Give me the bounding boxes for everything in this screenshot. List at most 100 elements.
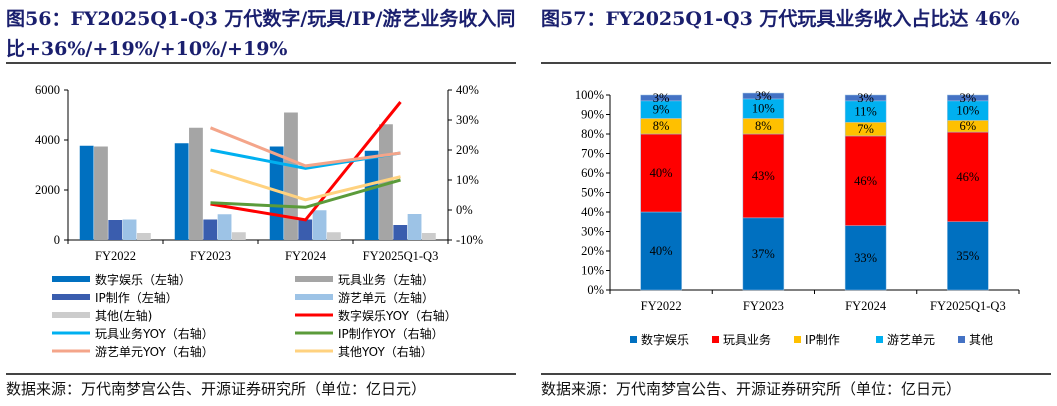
legend-label: 游艺单元 xyxy=(887,333,935,347)
legend-label: IP制作 xyxy=(805,333,840,347)
x-tick-label: FY2025Q1-Q3 xyxy=(363,249,439,263)
data-label: 8% xyxy=(755,119,772,133)
x-tick-label: FY2022 xyxy=(95,249,136,263)
data-label: 10% xyxy=(752,102,775,116)
bar-4 xyxy=(136,233,151,240)
legend-swatch xyxy=(958,336,965,343)
legend-label: 数字娱乐（左轴） xyxy=(95,272,191,287)
data-label: 33% xyxy=(854,251,877,265)
data-label: 3% xyxy=(755,89,772,103)
legend-label: 游艺单元（左轴） xyxy=(338,290,434,305)
y-tick-label: 60% xyxy=(581,166,604,180)
legend-swatch xyxy=(52,331,90,335)
divider xyxy=(541,62,1051,64)
right-chart-title: 图57：FY2025Q1-Q3 万代玩具业务收入占比达 46% xyxy=(541,8,1020,30)
stacked-bar-segment-0 xyxy=(947,221,989,291)
legend-label: 其他YOY（右轴） xyxy=(338,344,433,359)
bar-1 xyxy=(189,127,203,240)
bar-4 xyxy=(231,232,246,240)
divider xyxy=(541,373,1051,375)
legend-label: 数字娱乐YOY（右轴） xyxy=(338,308,457,323)
bar-3 xyxy=(217,214,232,240)
stacked-bar-segment-4 xyxy=(640,94,682,102)
legend-swatch xyxy=(712,336,719,343)
y-tick-label: 0% xyxy=(587,283,604,297)
data-label: 37% xyxy=(752,247,775,261)
data-label: 9% xyxy=(653,103,670,117)
right-source-note: 数据来源：万代南梦宫公告、开源证券研究所（单位：亿日元） xyxy=(541,380,962,398)
legend-swatch xyxy=(52,294,90,300)
bar-1 xyxy=(94,146,108,240)
bar-0 xyxy=(364,150,379,240)
y-tick-label: 40% xyxy=(581,205,604,219)
data-label: 10% xyxy=(956,104,979,118)
data-label: 40% xyxy=(650,244,673,258)
y2-tick-label: 40% xyxy=(456,83,479,97)
left-chart-title: 图56：FY2025Q1-Q3 万代数字/玩具/IP/游艺业务收入同比+36%/… xyxy=(6,8,516,60)
stacked-bar-segment-1 xyxy=(742,133,785,219)
y-tick-label: 100% xyxy=(575,88,604,102)
line-series-0 xyxy=(210,101,402,222)
y-tick-label: 4000 xyxy=(35,133,60,147)
data-label: 6% xyxy=(960,119,977,133)
bar-0 xyxy=(79,145,94,240)
divider xyxy=(6,62,516,64)
y2-tick-label: 10% xyxy=(456,173,479,187)
x-tick-label: FY2023 xyxy=(190,249,231,263)
stacked-bar-segment-4 xyxy=(844,94,887,102)
legend-swatch xyxy=(794,336,801,343)
y-tick-label: 20% xyxy=(581,244,604,258)
legend-label: 其他 xyxy=(969,333,993,347)
stacked-bar-segment-1 xyxy=(947,131,989,222)
data-label: 35% xyxy=(956,249,979,263)
legend-swatch xyxy=(295,331,333,335)
data-label: 40% xyxy=(650,166,673,180)
stacked-bar-segment-0 xyxy=(742,217,785,291)
stacked-bar-segment-4 xyxy=(947,94,989,102)
y-tick-label: 10% xyxy=(581,264,604,278)
line-series-3 xyxy=(209,126,401,168)
stacked-bar-segment-1 xyxy=(844,135,887,226)
left-source-note: 数据来源：万代南梦宫公告、开源证券研究所（单位：亿日元） xyxy=(6,380,427,398)
legend-swatch xyxy=(295,313,333,317)
bar-0 xyxy=(174,143,189,240)
y2-tick-label: 20% xyxy=(456,143,479,157)
bar-4 xyxy=(326,232,341,240)
bar-2 xyxy=(108,220,123,240)
line-series-2 xyxy=(210,178,401,209)
y-tick-label: 70% xyxy=(581,147,604,161)
y2-tick-label: -10% xyxy=(456,233,483,247)
x-tick-label: FY2022 xyxy=(641,299,682,313)
y2-tick-label: 30% xyxy=(456,113,479,127)
bar-3 xyxy=(407,214,422,240)
data-label: 11% xyxy=(854,105,876,119)
data-label: 7% xyxy=(857,122,874,136)
data-label: 46% xyxy=(854,174,877,188)
y-tick-label: 30% xyxy=(581,225,604,239)
legend-swatch xyxy=(295,294,333,300)
bar-3 xyxy=(122,219,137,240)
legend-label: 数字娱乐 xyxy=(641,332,689,347)
x-tick-label: FY2023 xyxy=(743,299,784,313)
x-tick-label: FY2024 xyxy=(285,249,327,263)
data-label: 3% xyxy=(960,91,977,105)
legend-label: IP制作（左轴） xyxy=(95,290,178,305)
line-series-4 xyxy=(210,168,401,202)
legend-label: 游艺单元YOY（右轴） xyxy=(95,344,214,359)
legend-label: IP制作YOY（右轴） xyxy=(338,326,444,341)
x-tick-label: FY2024 xyxy=(845,299,887,313)
legend-swatch xyxy=(52,349,90,353)
stacked-bar-segment-4 xyxy=(742,92,785,100)
stacked-bar-segment-0 xyxy=(640,211,682,291)
y-tick-label: 80% xyxy=(581,127,604,141)
y-tick-label: 90% xyxy=(581,108,604,122)
legend-label: 玩具业务 xyxy=(723,332,771,347)
y-tick-label: 2000 xyxy=(35,183,60,197)
legend-label: 玩具业务YOY（右轴） xyxy=(95,326,214,341)
bar-4 xyxy=(421,233,436,240)
stacked-bar-segment-1 xyxy=(640,133,682,213)
stacked-bar-segment-0 xyxy=(844,225,887,291)
legend-swatch xyxy=(52,312,90,318)
legend-swatch xyxy=(876,336,883,343)
